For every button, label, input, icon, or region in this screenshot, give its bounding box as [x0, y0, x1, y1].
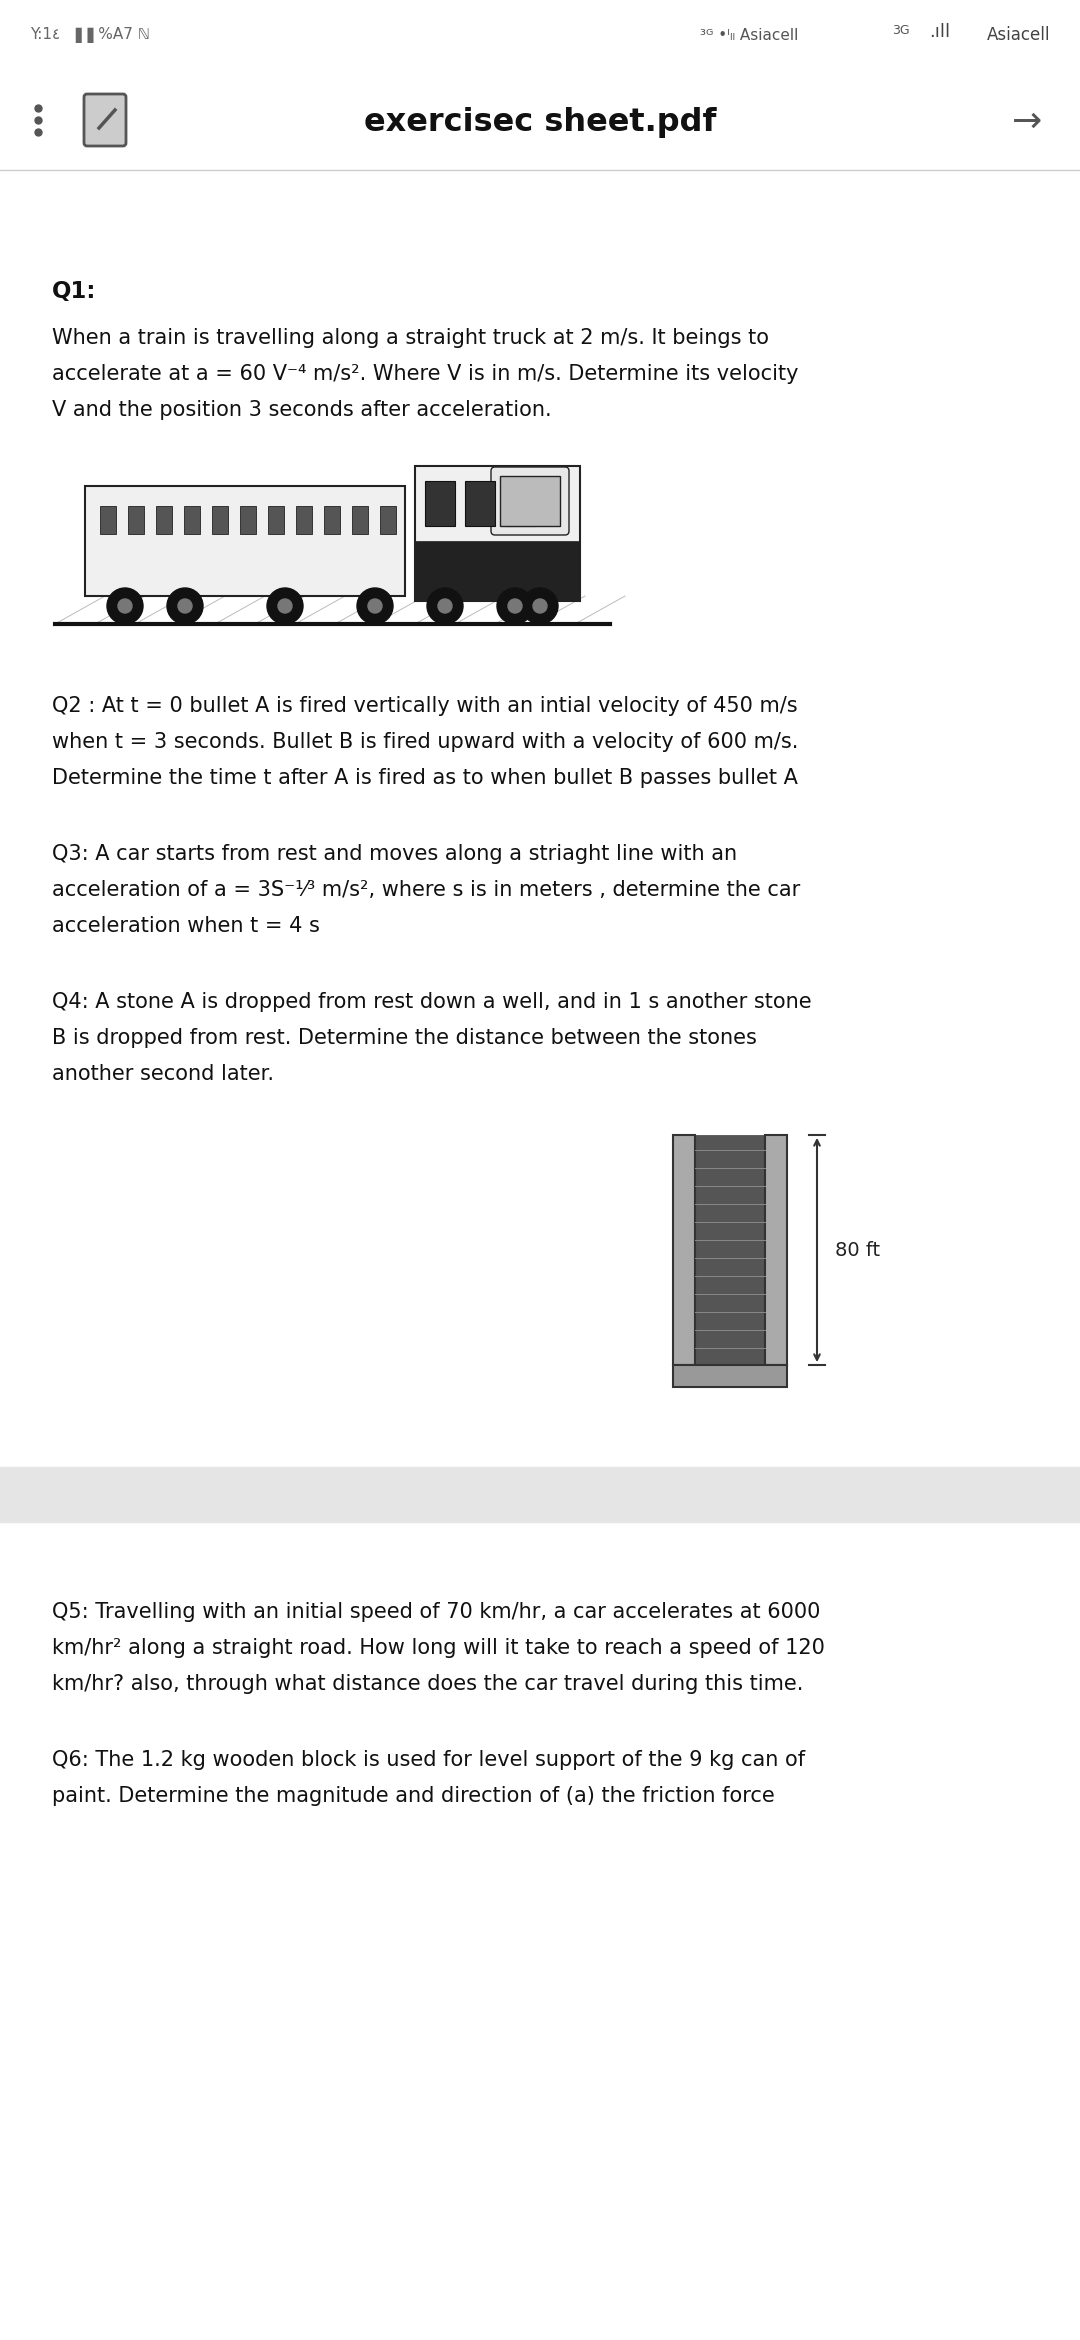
- Text: acceleration when t = 4 s: acceleration when t = 4 s: [52, 915, 320, 936]
- Bar: [696, 1135, 765, 1364]
- Bar: [268, 505, 284, 534]
- Bar: [765, 1135, 787, 1364]
- Bar: [0, 1467, 1080, 1521]
- Circle shape: [438, 599, 453, 613]
- Bar: [673, 1364, 787, 1388]
- Circle shape: [278, 599, 292, 613]
- FancyBboxPatch shape: [491, 468, 569, 536]
- FancyBboxPatch shape: [84, 94, 126, 145]
- Text: Q2 : At t = 0 bullet A is fired vertically with an intial velocity of 450 m/s: Q2 : At t = 0 bullet A is fired vertical…: [52, 695, 798, 716]
- Text: Q4: A stone A is dropped from rest down a well, and in 1 s another stone: Q4: A stone A is dropped from rest down …: [52, 992, 812, 1011]
- Text: exercisec sheet.pdf: exercisec sheet.pdf: [364, 108, 716, 138]
- Bar: [156, 505, 172, 534]
- Text: Q1:: Q1:: [52, 281, 96, 302]
- Bar: [85, 487, 405, 597]
- Text: paint. Determine the magnitude and direction of (a) the friction force: paint. Determine the magnitude and direc…: [52, 1785, 774, 1806]
- Bar: [212, 505, 228, 534]
- Bar: [0, 0, 1080, 70]
- Bar: [324, 505, 340, 534]
- Text: Y:1٤  ▐▐ %A7 ℕ: Y:1٤ ▐▐ %A7 ℕ: [30, 28, 150, 42]
- Text: another second later.: another second later.: [52, 1065, 274, 1083]
- Text: V and the position 3 seconds after acceleration.: V and the position 3 seconds after accel…: [52, 400, 552, 419]
- Circle shape: [178, 599, 192, 613]
- Bar: [415, 541, 580, 601]
- Text: B is dropped from rest. Determine the distance between the stones: B is dropped from rest. Determine the di…: [52, 1027, 757, 1048]
- Bar: [673, 1135, 696, 1364]
- Text: .ıll: .ıll: [929, 23, 950, 42]
- Bar: [100, 505, 116, 534]
- Circle shape: [357, 587, 393, 625]
- Circle shape: [118, 599, 132, 613]
- Text: when t = 3 seconds. Bullet B is fired upward with a velocity of 600 m/s.: when t = 3 seconds. Bullet B is fired up…: [52, 732, 798, 751]
- Text: Asiacell: Asiacell: [986, 26, 1050, 44]
- Text: Q3: A car starts from rest and moves along a striaght line with an: Q3: A car starts from rest and moves alo…: [52, 845, 738, 863]
- Text: km/hr² along a straight road. How long will it take to reach a speed of 120: km/hr² along a straight road. How long w…: [52, 1638, 825, 1659]
- Circle shape: [534, 599, 546, 613]
- Text: When a train is travelling along a straight truck at 2 m/s. It beings to: When a train is travelling along a strai…: [52, 328, 769, 349]
- Circle shape: [368, 599, 382, 613]
- Circle shape: [427, 587, 463, 625]
- Bar: [505, 482, 535, 526]
- Bar: [0, 70, 1080, 171]
- Bar: [380, 505, 396, 534]
- Circle shape: [167, 587, 203, 625]
- Text: →: →: [1012, 105, 1042, 138]
- Text: acceleration of a = 3S⁻¹⁄³ m/s², where s is in meters , determine the car: acceleration of a = 3S⁻¹⁄³ m/s², where s…: [52, 880, 800, 901]
- Bar: [129, 505, 144, 534]
- Bar: [465, 482, 495, 526]
- Text: Determine the time t after A is fired as to when bullet B passes bullet A: Determine the time t after A is fired as…: [52, 768, 798, 789]
- Text: Q5: Travelling with an initial speed of 70 km/hr, a car accelerates at 6000: Q5: Travelling with an initial speed of …: [52, 1603, 821, 1622]
- Circle shape: [522, 587, 558, 625]
- Circle shape: [508, 599, 522, 613]
- Circle shape: [107, 587, 143, 625]
- Text: ³ᴳ •ᴵₗₗ Asiacell: ³ᴳ •ᴵₗₗ Asiacell: [700, 28, 798, 42]
- Text: Q6: The 1.2 kg wooden block is used for level support of the 9 kg can of: Q6: The 1.2 kg wooden block is used for …: [52, 1750, 805, 1769]
- Bar: [415, 466, 580, 601]
- Circle shape: [497, 587, 534, 625]
- Text: 3G: 3G: [892, 23, 910, 37]
- Bar: [500, 475, 561, 526]
- Bar: [352, 505, 368, 534]
- Circle shape: [267, 587, 303, 625]
- Bar: [296, 505, 312, 534]
- Bar: [240, 505, 256, 534]
- Bar: [184, 505, 200, 534]
- Text: km/hr? also, through what distance does the car travel during this time.: km/hr? also, through what distance does …: [52, 1673, 804, 1694]
- Bar: [426, 482, 455, 526]
- Text: 80 ft: 80 ft: [835, 1240, 880, 1259]
- Text: accelerate at a = 60 V⁻⁴ m/s². Where V is in m/s. Determine its velocity: accelerate at a = 60 V⁻⁴ m/s². Where V i…: [52, 365, 798, 384]
